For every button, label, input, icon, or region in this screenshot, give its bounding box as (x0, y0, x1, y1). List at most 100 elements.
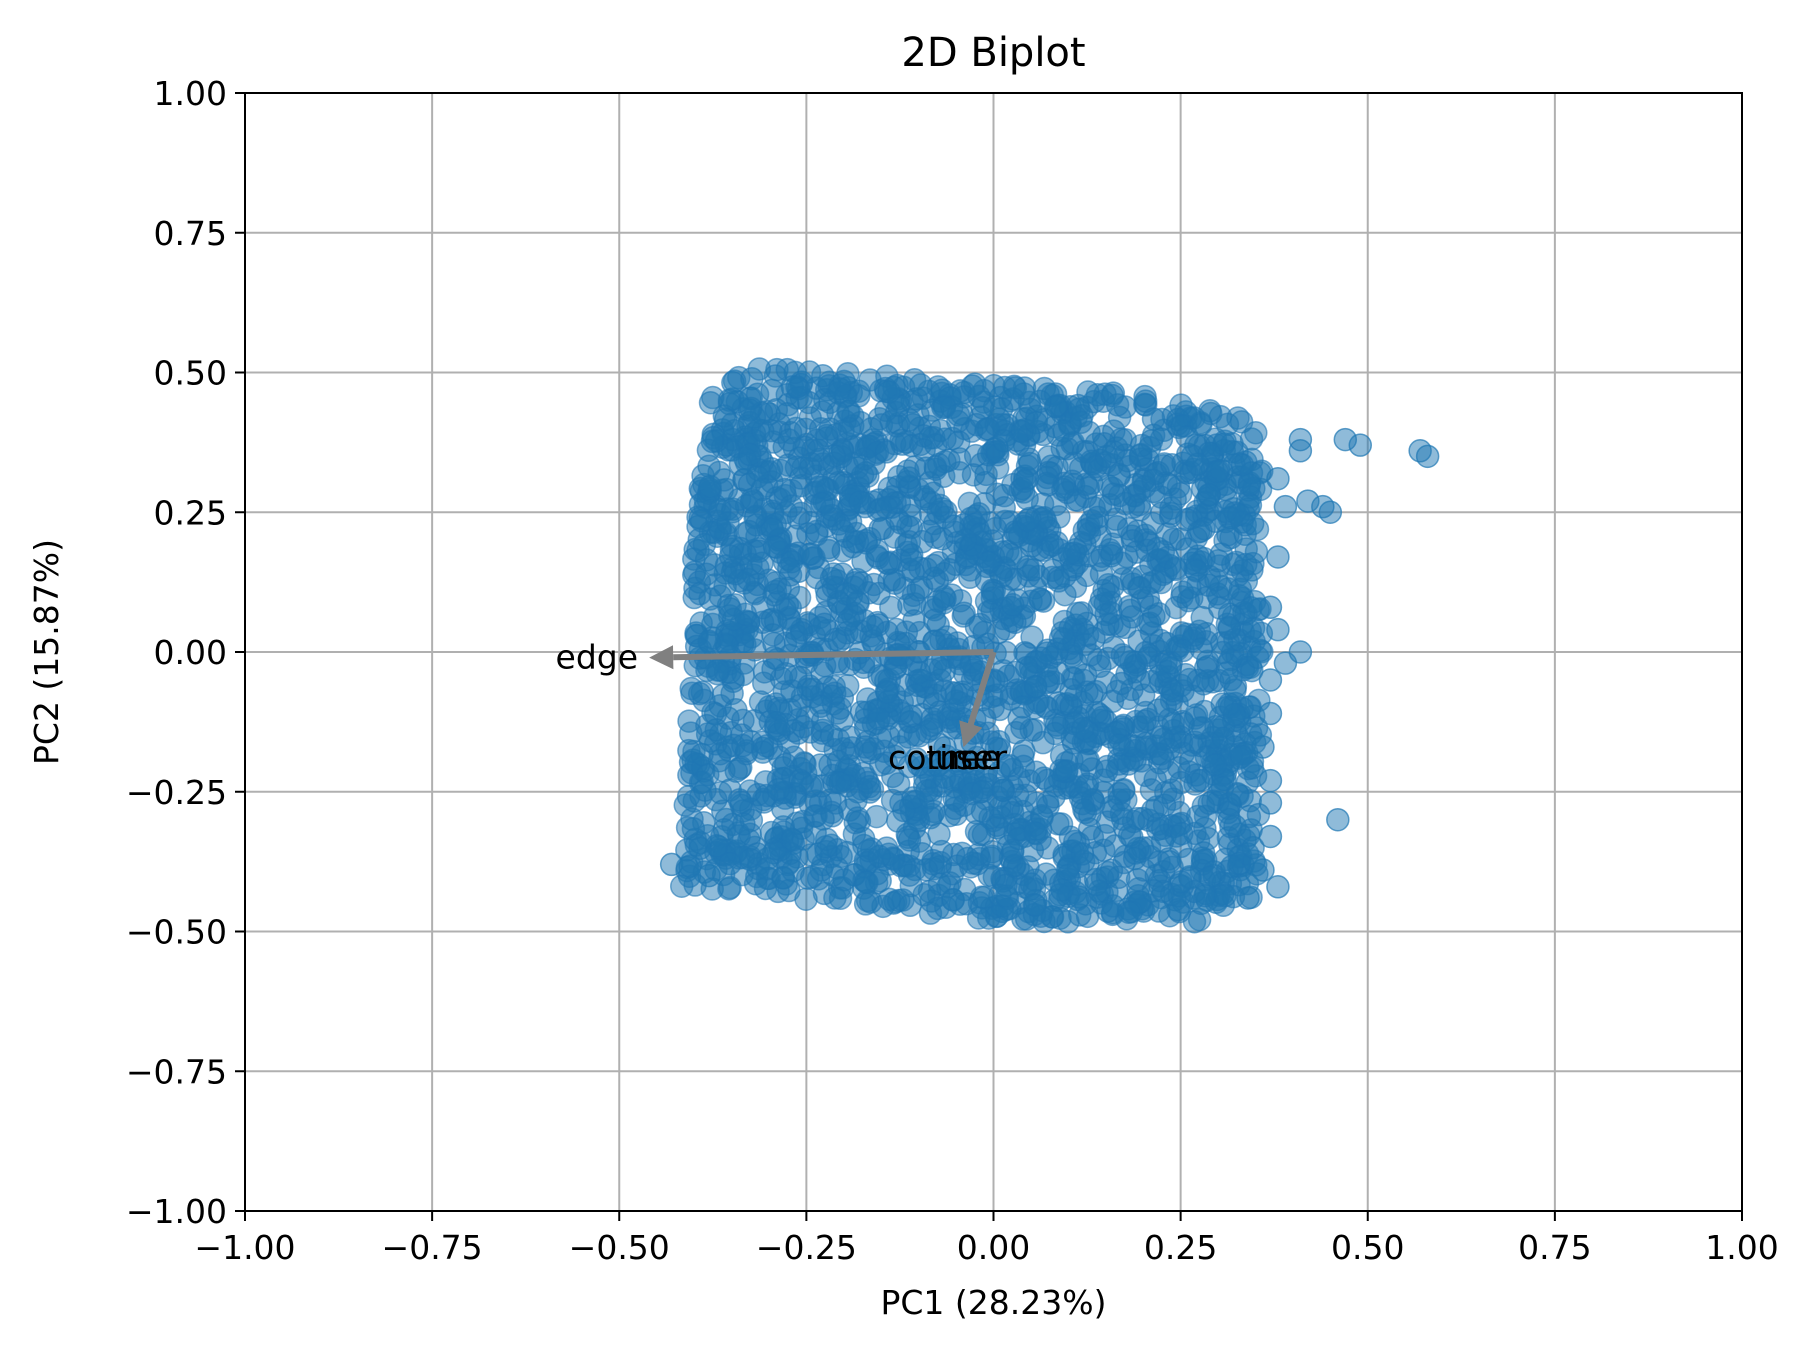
data-point (1159, 496, 1183, 520)
data-point (1190, 768, 1214, 793)
data-point (1192, 516, 1216, 541)
x-tick-label: 1.00 (1705, 1228, 1778, 1267)
data-point (799, 451, 823, 476)
data-point (1236, 886, 1260, 910)
data-point (896, 725, 921, 749)
data-point (828, 770, 852, 795)
data-point (1050, 620, 1075, 645)
data-point (944, 681, 968, 706)
data-point (697, 863, 721, 888)
data-point (809, 694, 833, 719)
data-point (1003, 376, 1028, 400)
data-point (992, 429, 1016, 453)
data-point (819, 723, 844, 748)
data-point (1010, 695, 1035, 719)
data-point (1258, 668, 1283, 692)
data-point (1042, 785, 1066, 809)
data-point (694, 562, 719, 586)
data-point (867, 581, 891, 606)
data-point (1075, 680, 1099, 704)
data-point (1075, 623, 1100, 648)
data-point (946, 403, 971, 427)
data-point (1197, 482, 1221, 507)
data-point (1028, 587, 1052, 611)
data-point (812, 653, 837, 678)
data-point (1085, 700, 1109, 725)
data-point (1120, 605, 1144, 629)
data-point (1019, 872, 1044, 896)
axis-ticks: −1.00 −0.75 −0.50 −0.25 0.00 0.25 0.50 0.75 1.00… (126, 74, 1779, 1267)
data-point (868, 868, 892, 893)
data-point (809, 858, 833, 882)
data-point (705, 658, 730, 682)
data-point (948, 652, 972, 676)
data-point (688, 836, 712, 861)
data-point (1273, 651, 1298, 675)
data-point (780, 828, 805, 852)
data-point (1170, 821, 1194, 846)
data-point (777, 428, 801, 452)
data-point (1213, 883, 1237, 908)
data-point (690, 742, 714, 767)
data-point (1017, 447, 1041, 471)
data-point (922, 553, 946, 578)
data-point (1051, 477, 1075, 502)
data-point (733, 602, 758, 627)
data-point (1240, 511, 1265, 536)
data-point (759, 820, 784, 845)
data-point (922, 608, 947, 632)
data-point (909, 373, 933, 397)
data-point (1122, 846, 1147, 871)
data-point (1105, 514, 1129, 539)
data-point (831, 519, 855, 543)
data-point (811, 807, 835, 831)
data-point (1140, 511, 1165, 536)
data-point (1251, 735, 1275, 759)
data-point (818, 417, 842, 441)
data-point (877, 887, 902, 912)
data-point (1273, 494, 1298, 519)
data-point (1046, 569, 1071, 593)
data-point (1099, 601, 1123, 625)
data-point (808, 616, 832, 640)
data-point (915, 779, 939, 803)
data-point (828, 696, 852, 720)
data-point (1258, 701, 1283, 726)
data-point (740, 487, 764, 512)
data-point (853, 892, 878, 916)
y-tick-label: 0.50 (154, 354, 227, 393)
scatter-points (659, 357, 1440, 934)
data-point (794, 887, 818, 911)
data-point (860, 614, 885, 639)
data-point (819, 497, 844, 522)
data-point (762, 534, 787, 559)
y-tick-label: 0.00 (154, 633, 227, 672)
data-point (1001, 593, 1025, 617)
data-point (799, 542, 823, 566)
data-point (1124, 540, 1149, 564)
data-point (1129, 433, 1154, 458)
data-point (679, 721, 703, 745)
data-point (875, 680, 899, 705)
loading-label-edge: edge (556, 638, 639, 677)
data-point (753, 876, 778, 901)
data-point (697, 454, 721, 478)
data-point (1024, 410, 1048, 435)
data-point (1258, 768, 1283, 793)
data-point (892, 798, 916, 823)
data-point (867, 844, 892, 869)
x-tick-label: −0.25 (756, 1228, 857, 1267)
data-point (692, 532, 717, 557)
data-point (1107, 733, 1131, 757)
data-point (1139, 778, 1164, 802)
data-point (737, 519, 761, 544)
data-point (953, 528, 978, 552)
data-point (924, 433, 948, 457)
data-point (1188, 716, 1212, 740)
data-point (1266, 545, 1290, 569)
x-tick-label: 0.00 (957, 1228, 1030, 1267)
data-point (853, 735, 878, 759)
data-point (717, 388, 742, 412)
data-point (1245, 645, 1270, 670)
